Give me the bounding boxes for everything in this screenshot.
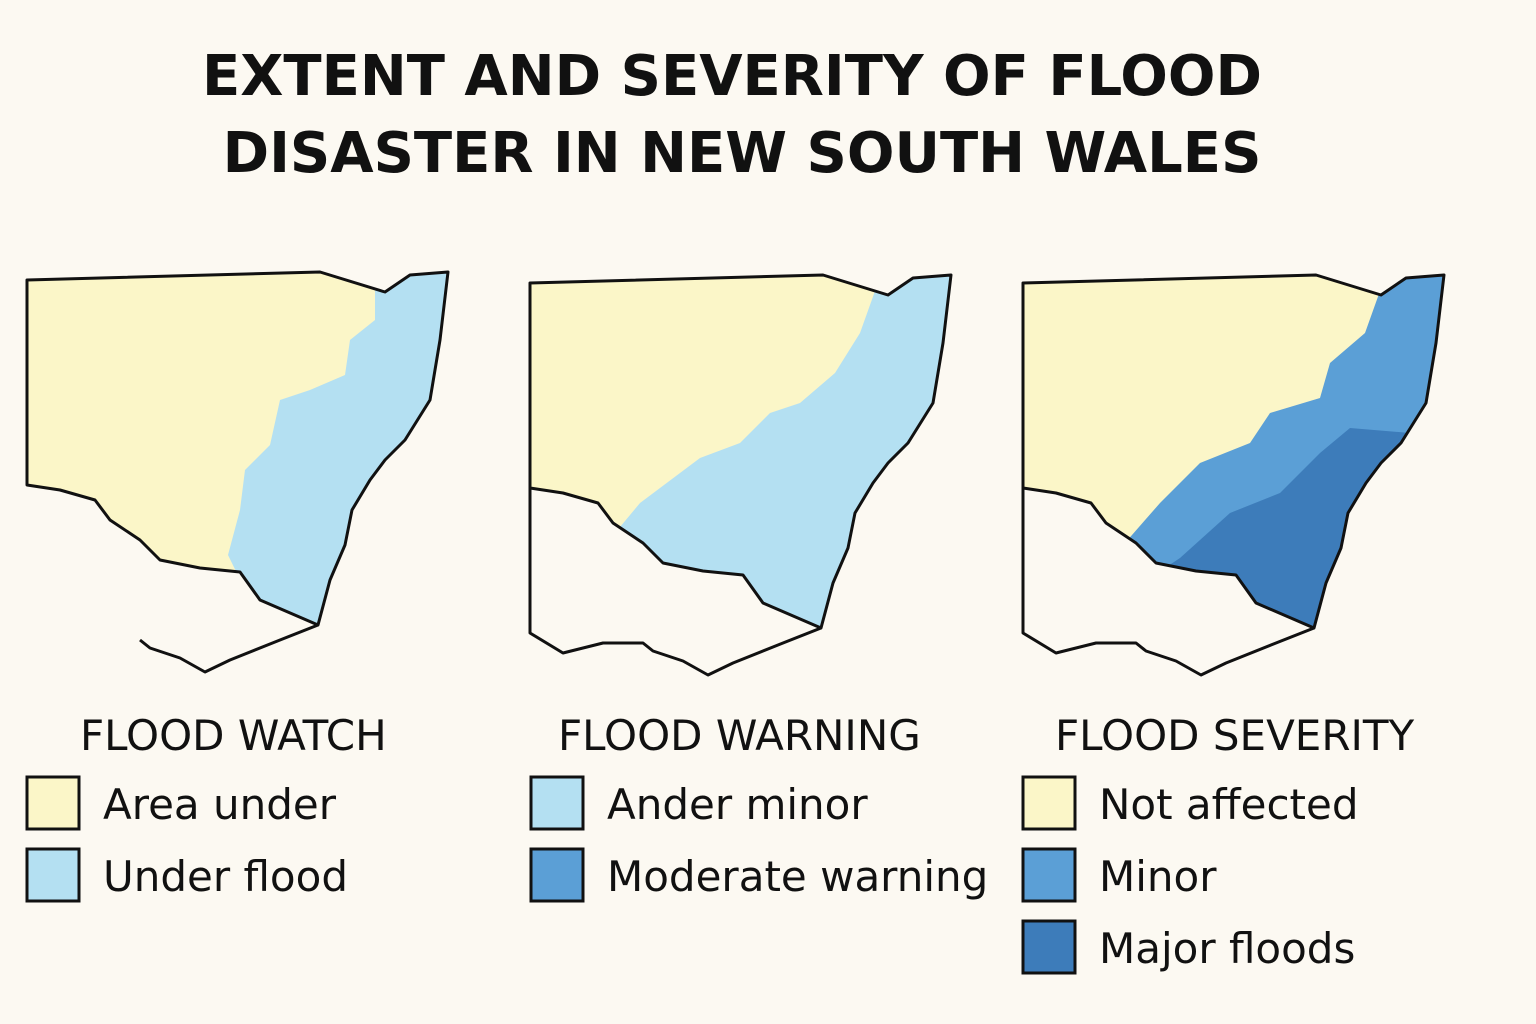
- outline: [139, 623, 319, 674]
- title-line: DISASTER IN NEW SOUTH WALES: [223, 121, 1262, 186]
- legend-label: Area under: [103, 780, 337, 829]
- legends: FLOOD WATCH Area under Under flood FLOOD WA…: [25, 711, 1415, 975]
- legend-swatch: [25, 847, 81, 903]
- legend-swatch: [1021, 847, 1077, 903]
- legend-swatch: [1021, 775, 1077, 831]
- legend-label: Under flood: [103, 852, 348, 901]
- legend-title: FLOOD SEVERITY: [1055, 711, 1415, 760]
- map: [528, 273, 953, 677]
- legend-label: Not affected: [1099, 780, 1359, 829]
- map: [25, 270, 450, 674]
- legend-swatch: [25, 775, 81, 831]
- map: [1021, 273, 1446, 677]
- legend-label: Moderate warning: [607, 852, 988, 901]
- legend-swatch: [529, 775, 585, 831]
- title-line: EXTENT AND SEVERITY OF FLOOD: [202, 44, 1262, 109]
- legend-title: FLOOD WARNING: [558, 711, 921, 760]
- legend-label: Minor: [1099, 852, 1217, 901]
- legend-label: Major floods: [1099, 924, 1355, 973]
- legend-swatch: [529, 847, 585, 903]
- legend-title: FLOOD WATCH: [80, 711, 387, 760]
- legend-swatch: [1021, 919, 1077, 975]
- legend-label: Ander minor: [607, 780, 868, 829]
